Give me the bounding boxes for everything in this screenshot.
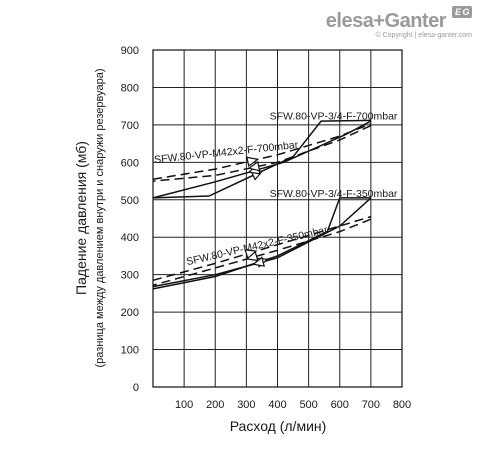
x-tick-label: 400 (268, 399, 286, 411)
series-3-line-up (152, 197, 371, 290)
series-2-line-down (152, 124, 372, 182)
grid (152, 49, 403, 388)
y-tick-label: 600 (121, 157, 139, 169)
logo-text: elesa+Ganter E G (326, 6, 472, 32)
y-tick-label: 500 (121, 195, 139, 207)
copyright-text: © Copyright | elesa-ganter.com (375, 32, 472, 39)
y-tick-label: 0 (133, 382, 139, 394)
x-tick-label: 300 (237, 399, 255, 411)
y-tick-label: 400 (121, 232, 139, 244)
eg-badge: E G (451, 6, 472, 18)
y-axis-sublabel: (разница между давлением внутри и снаруж… (94, 68, 106, 367)
annotation-label: SFW.80-VP-3/4-F-700mbar (270, 110, 398, 122)
y-tick-label: 900 (121, 45, 139, 57)
x-axis-label: Расход (л/мин) (230, 418, 327, 434)
plot-frame (152, 49, 403, 388)
y-axis-label: Падение давления (мб) (73, 141, 89, 295)
series-1-line-down (152, 120, 372, 199)
series-2-down-arrow (247, 160, 261, 172)
annotations: SFW.80-VP-3/4-F-700mbarSFW.80-VP-M42x2-F… (154, 110, 398, 268)
annotation-label: SFW.80-VP-3/4-F-350mbar (270, 188, 398, 200)
brand-logo: elesa+Ganter E G © Copyright | elesa-gant… (326, 6, 472, 39)
x-tick-label: 600 (331, 399, 349, 411)
y-tick-label: 100 (121, 345, 139, 357)
x-tick-label: 800 (393, 399, 411, 411)
series-2-line-up (152, 123, 372, 180)
x-tick-label: 700 (362, 399, 380, 411)
series-3-line-down (152, 197, 372, 288)
series-layer (152, 119, 372, 290)
series-4-line-down (152, 218, 372, 286)
y-tick-label: 200 (121, 307, 139, 319)
x-tick-label: 100 (175, 399, 193, 411)
tick-labels: 100 200 300 400 500 600 700 800 0 100 200 300 400 500… (121, 45, 412, 411)
x-tick-label: 200 (206, 399, 224, 411)
series-4-down-arrow (245, 250, 259, 262)
series-2-up-arrow (246, 156, 259, 168)
x-tick-label: 500 (299, 399, 317, 411)
series-1-line-up (152, 119, 371, 199)
y-tick-label: 800 (121, 82, 139, 94)
series-4-line-up (152, 215, 372, 282)
y-tick-label: 700 (121, 120, 139, 132)
y-tick-label: 300 (121, 270, 139, 282)
